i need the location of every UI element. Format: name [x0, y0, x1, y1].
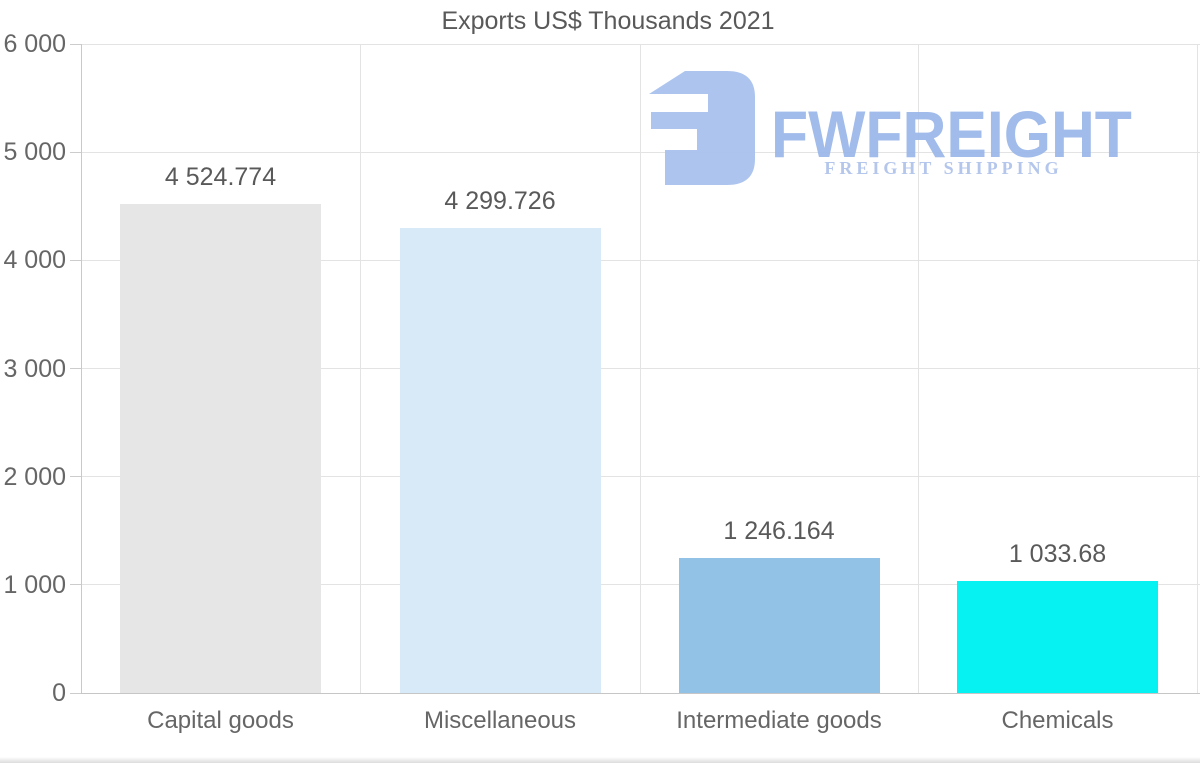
- y-tick: [70, 584, 81, 586]
- y-tick: [70, 151, 81, 153]
- fwfreight-logo-icon: [649, 71, 755, 185]
- y-gridline: [81, 476, 1200, 478]
- y-tick: [70, 692, 81, 694]
- brand-tagline: FREIGHT SHIPPING: [824, 158, 1063, 178]
- y-axis-line: [81, 44, 82, 693]
- y-gridline: [81, 368, 1200, 369]
- y-axis-label: 3 000: [3, 354, 66, 383]
- bottom-edge-strip: [0, 757, 1200, 763]
- x-axis-label: Capital goods: [147, 707, 294, 734]
- y-axis-label: 5 000: [3, 138, 66, 167]
- y-gridline: [81, 692, 1200, 694]
- x-axis-label: Intermediate goods: [676, 707, 882, 734]
- y-axis-label: 1 000: [3, 570, 66, 599]
- chart-title: Exports US$ Thousands 2021: [441, 7, 775, 35]
- bar-value-label: 4 524.774: [164, 162, 277, 191]
- y-gridline: [81, 151, 1200, 153]
- bar-value-label: 1 246.164: [723, 517, 835, 546]
- category-separator: [359, 44, 361, 693]
- y-gridline: [81, 259, 1200, 261]
- brand-name: FWFREIGHT: [771, 97, 1132, 171]
- brand-watermark: FWFREIGHT FREIGHT SHIPPING: [649, 71, 1149, 185]
- bar[interactable]: [399, 227, 601, 693]
- y-gridline: [81, 43, 1200, 45]
- category-separator: [917, 44, 919, 693]
- y-axis-label: 2 000: [3, 462, 66, 491]
- y-tick: [70, 43, 81, 45]
- bar-value-label: 1 033.68: [1008, 540, 1107, 569]
- category-separator: [1196, 44, 1198, 693]
- bar-value-label: 4 299.726: [444, 186, 556, 215]
- x-axis-label: Miscellaneous: [423, 707, 577, 734]
- y-tick: [70, 368, 81, 369]
- y-axis-label: 4 000: [3, 246, 66, 275]
- category-separator: [639, 44, 641, 693]
- y-gridline: [81, 584, 1200, 586]
- y-tick: [70, 476, 81, 478]
- bar[interactable]: [957, 581, 1158, 693]
- y-axis-label: 6 000: [3, 30, 66, 58]
- bar[interactable]: [120, 203, 321, 693]
- x-axis-label: Chemicals: [1001, 707, 1114, 734]
- bar[interactable]: [678, 558, 880, 693]
- y-tick: [70, 259, 81, 261]
- y-axis-label: 0: [52, 679, 66, 707]
